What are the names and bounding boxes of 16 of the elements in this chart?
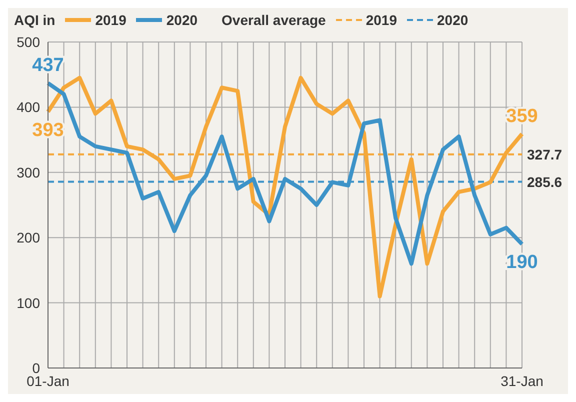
data-label: 190 bbox=[506, 252, 538, 274]
data-label: 359 bbox=[506, 106, 538, 127]
y-tick-label: 100 bbox=[16, 294, 40, 311]
text: 2019 bbox=[366, 12, 397, 28]
legend-label: 2020 bbox=[166, 12, 198, 28]
x-tick-label: 31-Jan bbox=[500, 372, 544, 389]
legend-title: AQI in bbox=[14, 12, 56, 28]
y-tick-label: 200 bbox=[16, 230, 40, 246]
y-tick-label: 500 bbox=[16, 34, 40, 50]
text: 2020 bbox=[437, 12, 468, 28]
legend-label: 2019 bbox=[95, 12, 126, 28]
y-tick-label: 400 bbox=[16, 99, 40, 116]
text: Overall average bbox=[222, 12, 326, 28]
y-tick-label: 300 bbox=[16, 164, 40, 180]
ref-line-label: 285.6 bbox=[527, 174, 562, 190]
ref-line-label: 327.7 bbox=[527, 146, 562, 162]
